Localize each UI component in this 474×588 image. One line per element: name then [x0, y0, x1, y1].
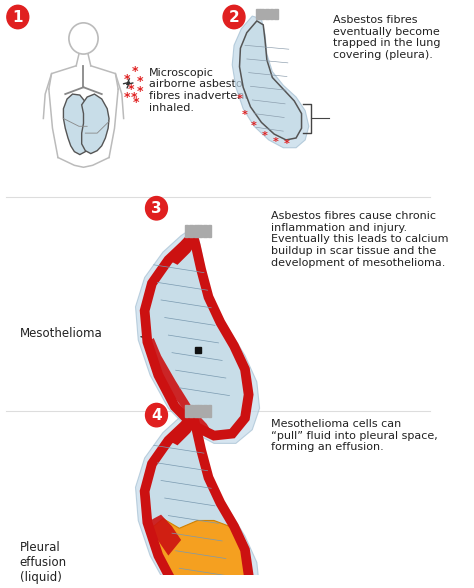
Polygon shape: [145, 236, 249, 436]
Text: *: *: [251, 121, 257, 131]
Text: *: *: [242, 109, 248, 119]
Bar: [208, 225, 211, 236]
Circle shape: [146, 196, 167, 220]
Text: *: *: [124, 73, 130, 86]
Text: 3: 3: [151, 201, 162, 216]
Polygon shape: [168, 416, 198, 445]
Text: Asbestos fibres
eventually become
trapped in the lung
covering (pleura).: Asbestos fibres eventually become trappe…: [333, 15, 440, 60]
Bar: [189, 225, 193, 236]
Text: *: *: [262, 131, 268, 141]
Bar: [208, 405, 211, 417]
Text: *: *: [137, 85, 143, 98]
Bar: [185, 405, 189, 417]
Polygon shape: [136, 226, 260, 443]
Polygon shape: [64, 94, 88, 155]
Text: 1: 1: [12, 9, 23, 25]
Bar: [199, 225, 202, 236]
Polygon shape: [232, 16, 309, 148]
Text: *: *: [128, 83, 134, 96]
Text: Asbestos fibres cause chronic
inflammation and injury.
Eventually this leads to : Asbestos fibres cause chronic inflammati…: [271, 211, 448, 268]
Bar: [256, 9, 260, 19]
Polygon shape: [147, 514, 181, 556]
Bar: [274, 9, 278, 19]
Circle shape: [223, 5, 245, 29]
Circle shape: [146, 403, 167, 427]
Bar: [203, 225, 207, 236]
Bar: [194, 405, 198, 417]
Text: *: *: [284, 139, 290, 149]
Text: Microscopic
airborne asbestos
fibres inadvertently
inhaled.: Microscopic airborne asbestos fibres ina…: [149, 68, 259, 112]
Text: *: *: [137, 75, 143, 88]
Bar: [189, 405, 193, 417]
Text: *: *: [237, 94, 242, 104]
Polygon shape: [136, 406, 260, 588]
Bar: [185, 225, 189, 236]
Polygon shape: [239, 21, 301, 140]
Text: *: *: [133, 96, 140, 109]
Polygon shape: [168, 236, 198, 265]
Text: 2: 2: [228, 9, 239, 25]
Circle shape: [7, 5, 29, 29]
Text: Pleural
effusion
(liquid): Pleural effusion (liquid): [19, 541, 67, 584]
Polygon shape: [82, 94, 109, 153]
Bar: [270, 9, 273, 19]
Bar: [194, 225, 198, 236]
Text: *: *: [131, 65, 138, 78]
Bar: [203, 405, 207, 417]
Bar: [265, 9, 269, 19]
Text: *: *: [124, 91, 130, 103]
Polygon shape: [147, 519, 249, 588]
Text: *: *: [130, 92, 137, 105]
Bar: [261, 9, 264, 19]
Text: 4: 4: [151, 407, 162, 423]
Text: Mesothelioma: Mesothelioma: [19, 327, 102, 340]
Polygon shape: [145, 416, 249, 588]
Polygon shape: [147, 338, 214, 436]
Bar: [199, 405, 202, 417]
Text: *: *: [273, 137, 279, 147]
Text: Mesothelioma cells can
“pull” fluid into pleural space,
forming an effusion.: Mesothelioma cells can “pull” fluid into…: [271, 419, 438, 452]
